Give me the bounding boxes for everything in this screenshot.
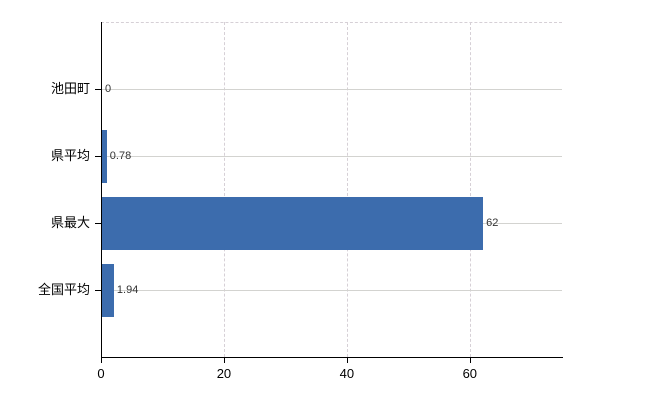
y-axis — [101, 22, 102, 357]
x-axis-tick — [346, 358, 348, 363]
row-gridline — [101, 156, 562, 157]
y-axis-tick — [95, 156, 101, 157]
x-tick-label: 0 — [97, 366, 105, 381]
x-tick-label: 40 — [339, 366, 355, 381]
bar — [102, 264, 114, 317]
category-label: 県最大 — [50, 215, 90, 230]
x-gridline — [346, 22, 348, 357]
row-gridline — [101, 290, 562, 291]
x-gridline — [223, 22, 225, 357]
value-label: 1.94 — [116, 284, 139, 296]
value-label: 0.78 — [109, 150, 132, 162]
y-axis-tick — [95, 223, 101, 224]
x-axis-tick — [223, 358, 225, 363]
value-label: 62 — [486, 217, 499, 229]
bar — [102, 130, 107, 183]
x-axis-tick — [469, 358, 471, 363]
bar — [102, 197, 484, 250]
row-gridline — [101, 89, 562, 90]
y-axis-tick — [95, 290, 101, 291]
category-label: 県平均 — [50, 148, 90, 163]
x-axis-tick — [101, 358, 102, 363]
category-label: 池田町 — [50, 81, 90, 96]
x-axis — [101, 357, 563, 358]
y-axis-tick — [95, 89, 101, 90]
x-gridline — [469, 22, 471, 357]
x-tick-label: 60 — [462, 366, 478, 381]
category-label: 全国平均 — [37, 282, 90, 297]
x-tick-label: 20 — [216, 366, 232, 381]
plot-top-border — [101, 22, 562, 23]
value-label: 0 — [105, 83, 112, 95]
